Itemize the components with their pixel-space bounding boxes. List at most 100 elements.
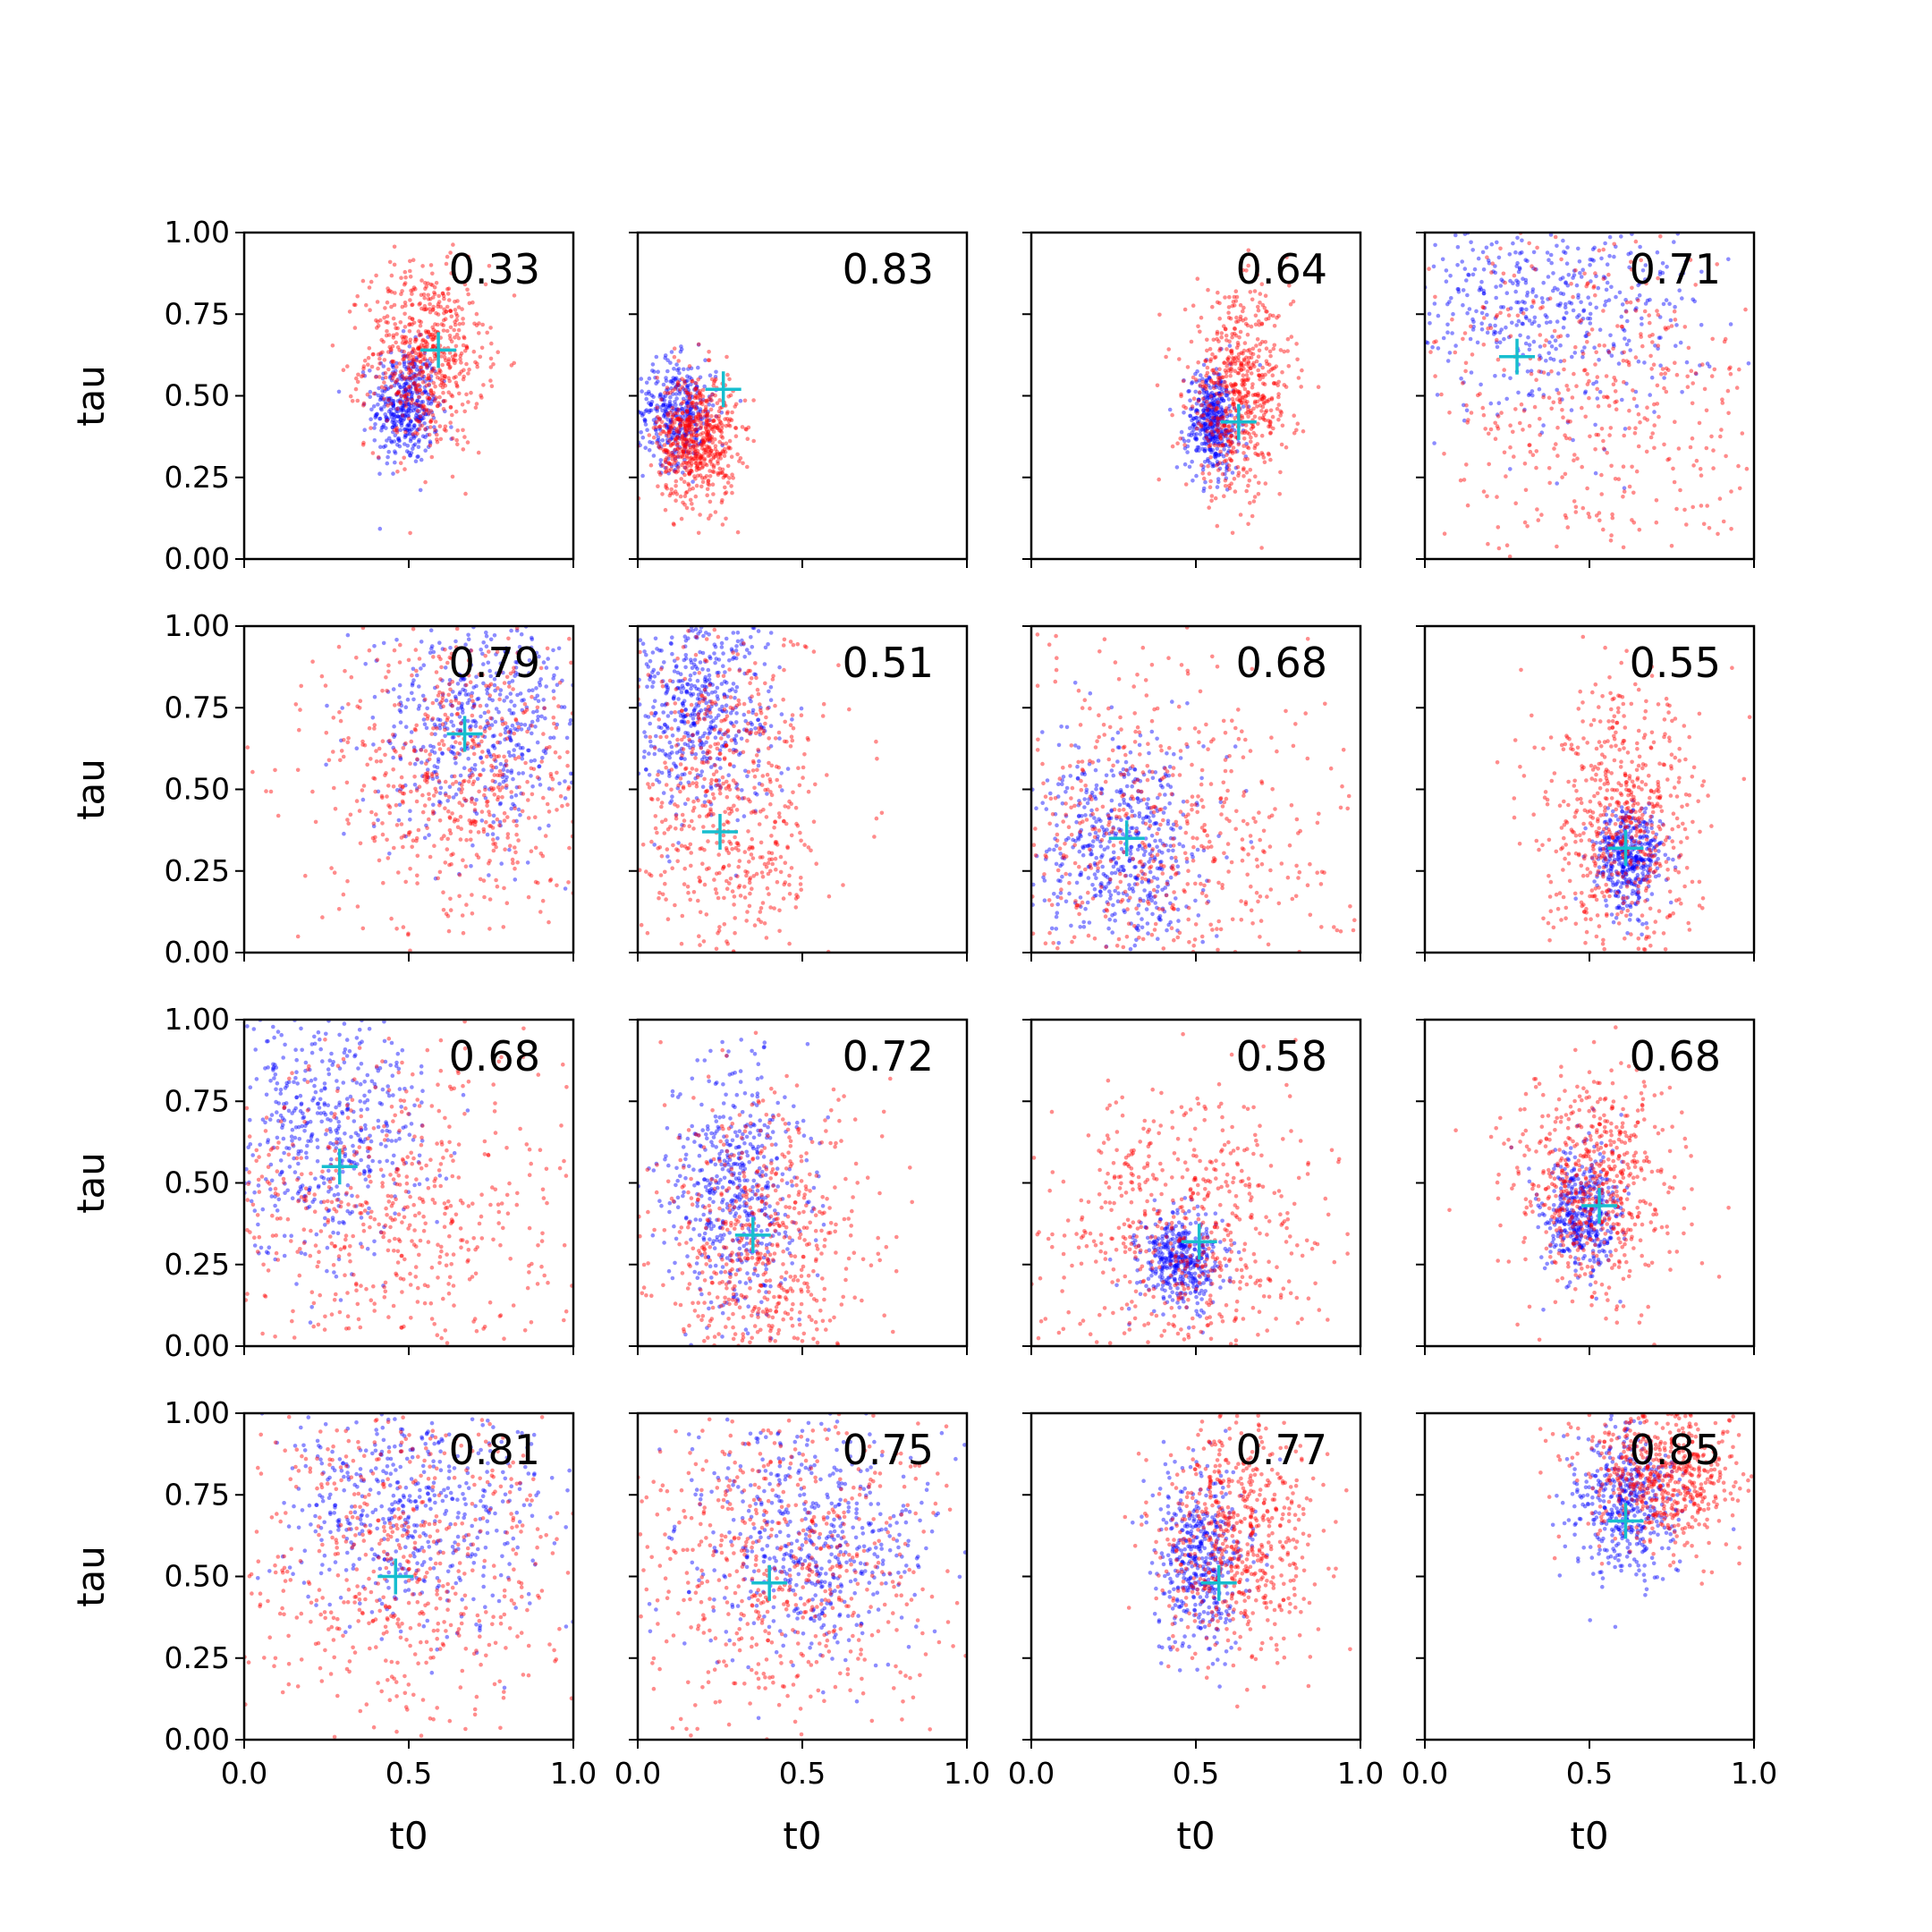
series-a-points-point	[1167, 407, 1173, 412]
series-b-points-point	[1260, 404, 1266, 410]
series-b-points-point	[738, 456, 743, 461]
series-b-points-point	[685, 451, 691, 456]
series-b-points-point	[1258, 397, 1263, 402]
series-b-points-point	[691, 439, 696, 445]
series-b-points-point	[1272, 366, 1277, 370]
series-a-points-point	[1203, 401, 1208, 406]
series-b-points-point	[436, 779, 442, 784]
series-a-points-point	[381, 397, 386, 402]
series-b-points-point	[1624, 359, 1630, 364]
series-a-points-point	[405, 444, 411, 448]
series-b-points-point	[395, 391, 401, 395]
series-b-points-point	[1564, 436, 1569, 441]
series-a-points-point	[1233, 428, 1237, 433]
series-a-points-point	[397, 708, 402, 713]
series-a-points-point	[404, 402, 410, 407]
series-b-points-point	[565, 750, 570, 755]
series-b-points-point	[1499, 411, 1504, 415]
series-b-points-point	[716, 455, 721, 460]
series-b-points-point	[402, 335, 407, 340]
series-a-points-point	[415, 428, 419, 433]
series-b-points-point	[1469, 411, 1474, 415]
series-b-points-point	[1215, 406, 1220, 411]
series-a-points-point	[342, 831, 346, 836]
series-b-points-point	[416, 345, 420, 350]
series-a-points-point	[1207, 408, 1211, 413]
series-b-points-point	[691, 445, 696, 449]
series-a-points-point	[1204, 378, 1208, 383]
series-a-points-point	[411, 697, 416, 702]
series-b-points-point	[1217, 301, 1222, 306]
series-b-points-point	[495, 649, 500, 654]
series-a-points-point	[1198, 384, 1203, 389]
series-a-points-point	[669, 350, 674, 354]
series-b-points-point	[674, 455, 678, 460]
series-a-points-point	[1199, 414, 1204, 419]
series-b-points-point	[1221, 324, 1226, 329]
series-b-points-point	[432, 292, 437, 297]
series-a-points-point	[669, 436, 674, 441]
series-b-points-point	[665, 455, 669, 461]
series-b-points-point	[491, 753, 496, 758]
series-b-points-point	[684, 429, 689, 434]
series-b-points-point	[391, 784, 396, 789]
series-b-points-point	[424, 363, 429, 368]
series-a-points-point	[1224, 428, 1229, 433]
series-b-points-point	[444, 309, 449, 314]
series-a-points-point	[1545, 315, 1549, 319]
series-a-points-point	[1479, 287, 1484, 292]
series-a-points-point	[422, 421, 427, 426]
series-a-points-point	[457, 781, 462, 786]
series-b-points-point	[362, 742, 368, 748]
series-b-points-point	[1724, 453, 1728, 459]
series-b-points-point	[383, 370, 388, 376]
series-b-points-point	[436, 370, 442, 376]
series-b-points-point	[678, 494, 683, 499]
series-a-points-point	[363, 662, 369, 666]
series-b-points-point	[666, 469, 672, 473]
series-b-points-point	[1249, 324, 1254, 329]
series-b-points-point	[711, 463, 716, 468]
series-a-points-point	[685, 383, 691, 388]
series-b-points-point	[446, 298, 452, 302]
series-b-points-point	[382, 358, 387, 362]
series-b-points-point	[1433, 374, 1437, 378]
series-a-points-point	[406, 402, 411, 407]
series-b-points-point	[703, 407, 708, 412]
series-b-points-point	[720, 470, 725, 475]
series-a-points-point	[1517, 267, 1522, 272]
series-a-points-point	[417, 703, 422, 708]
series-b-points-point	[1230, 303, 1235, 309]
series-b-points-point	[419, 403, 424, 409]
series-b-points-point	[454, 712, 460, 716]
series-a-points-point	[698, 426, 703, 430]
series-a-points-point	[1230, 470, 1235, 475]
series-b-points-point	[414, 668, 419, 674]
series-a-points-point	[647, 389, 651, 394]
series-a-points-point	[488, 637, 494, 642]
series-a-points-point	[644, 380, 649, 386]
series-b-points-point	[496, 785, 501, 790]
series-b-points-point	[339, 749, 344, 753]
series-b-points-point	[1207, 471, 1212, 476]
series-a-points-point	[437, 702, 442, 707]
series-b-points-point	[1225, 428, 1230, 434]
series-a-points-point	[385, 461, 390, 466]
series-b-points-point	[433, 356, 437, 361]
series-b-points-point	[1185, 365, 1191, 369]
series-b-points-point	[449, 861, 453, 867]
series-a-points-point	[455, 727, 460, 733]
series-b-points-point	[1268, 430, 1273, 436]
series-b-points-point	[1246, 521, 1250, 527]
series-b-points-point	[678, 423, 683, 428]
series-b-points-point	[1551, 400, 1556, 405]
series-b-points-point	[723, 491, 727, 496]
series-a-points-point	[1209, 403, 1214, 408]
series-a-points-point	[1213, 402, 1218, 407]
series-b-points-point	[1447, 411, 1452, 415]
series-a-points-point	[402, 413, 407, 418]
series-a-points-point	[414, 413, 419, 418]
series-b-points-point	[1284, 445, 1289, 450]
series-b-points-point	[1263, 410, 1268, 415]
series-b-points-point	[702, 458, 707, 462]
